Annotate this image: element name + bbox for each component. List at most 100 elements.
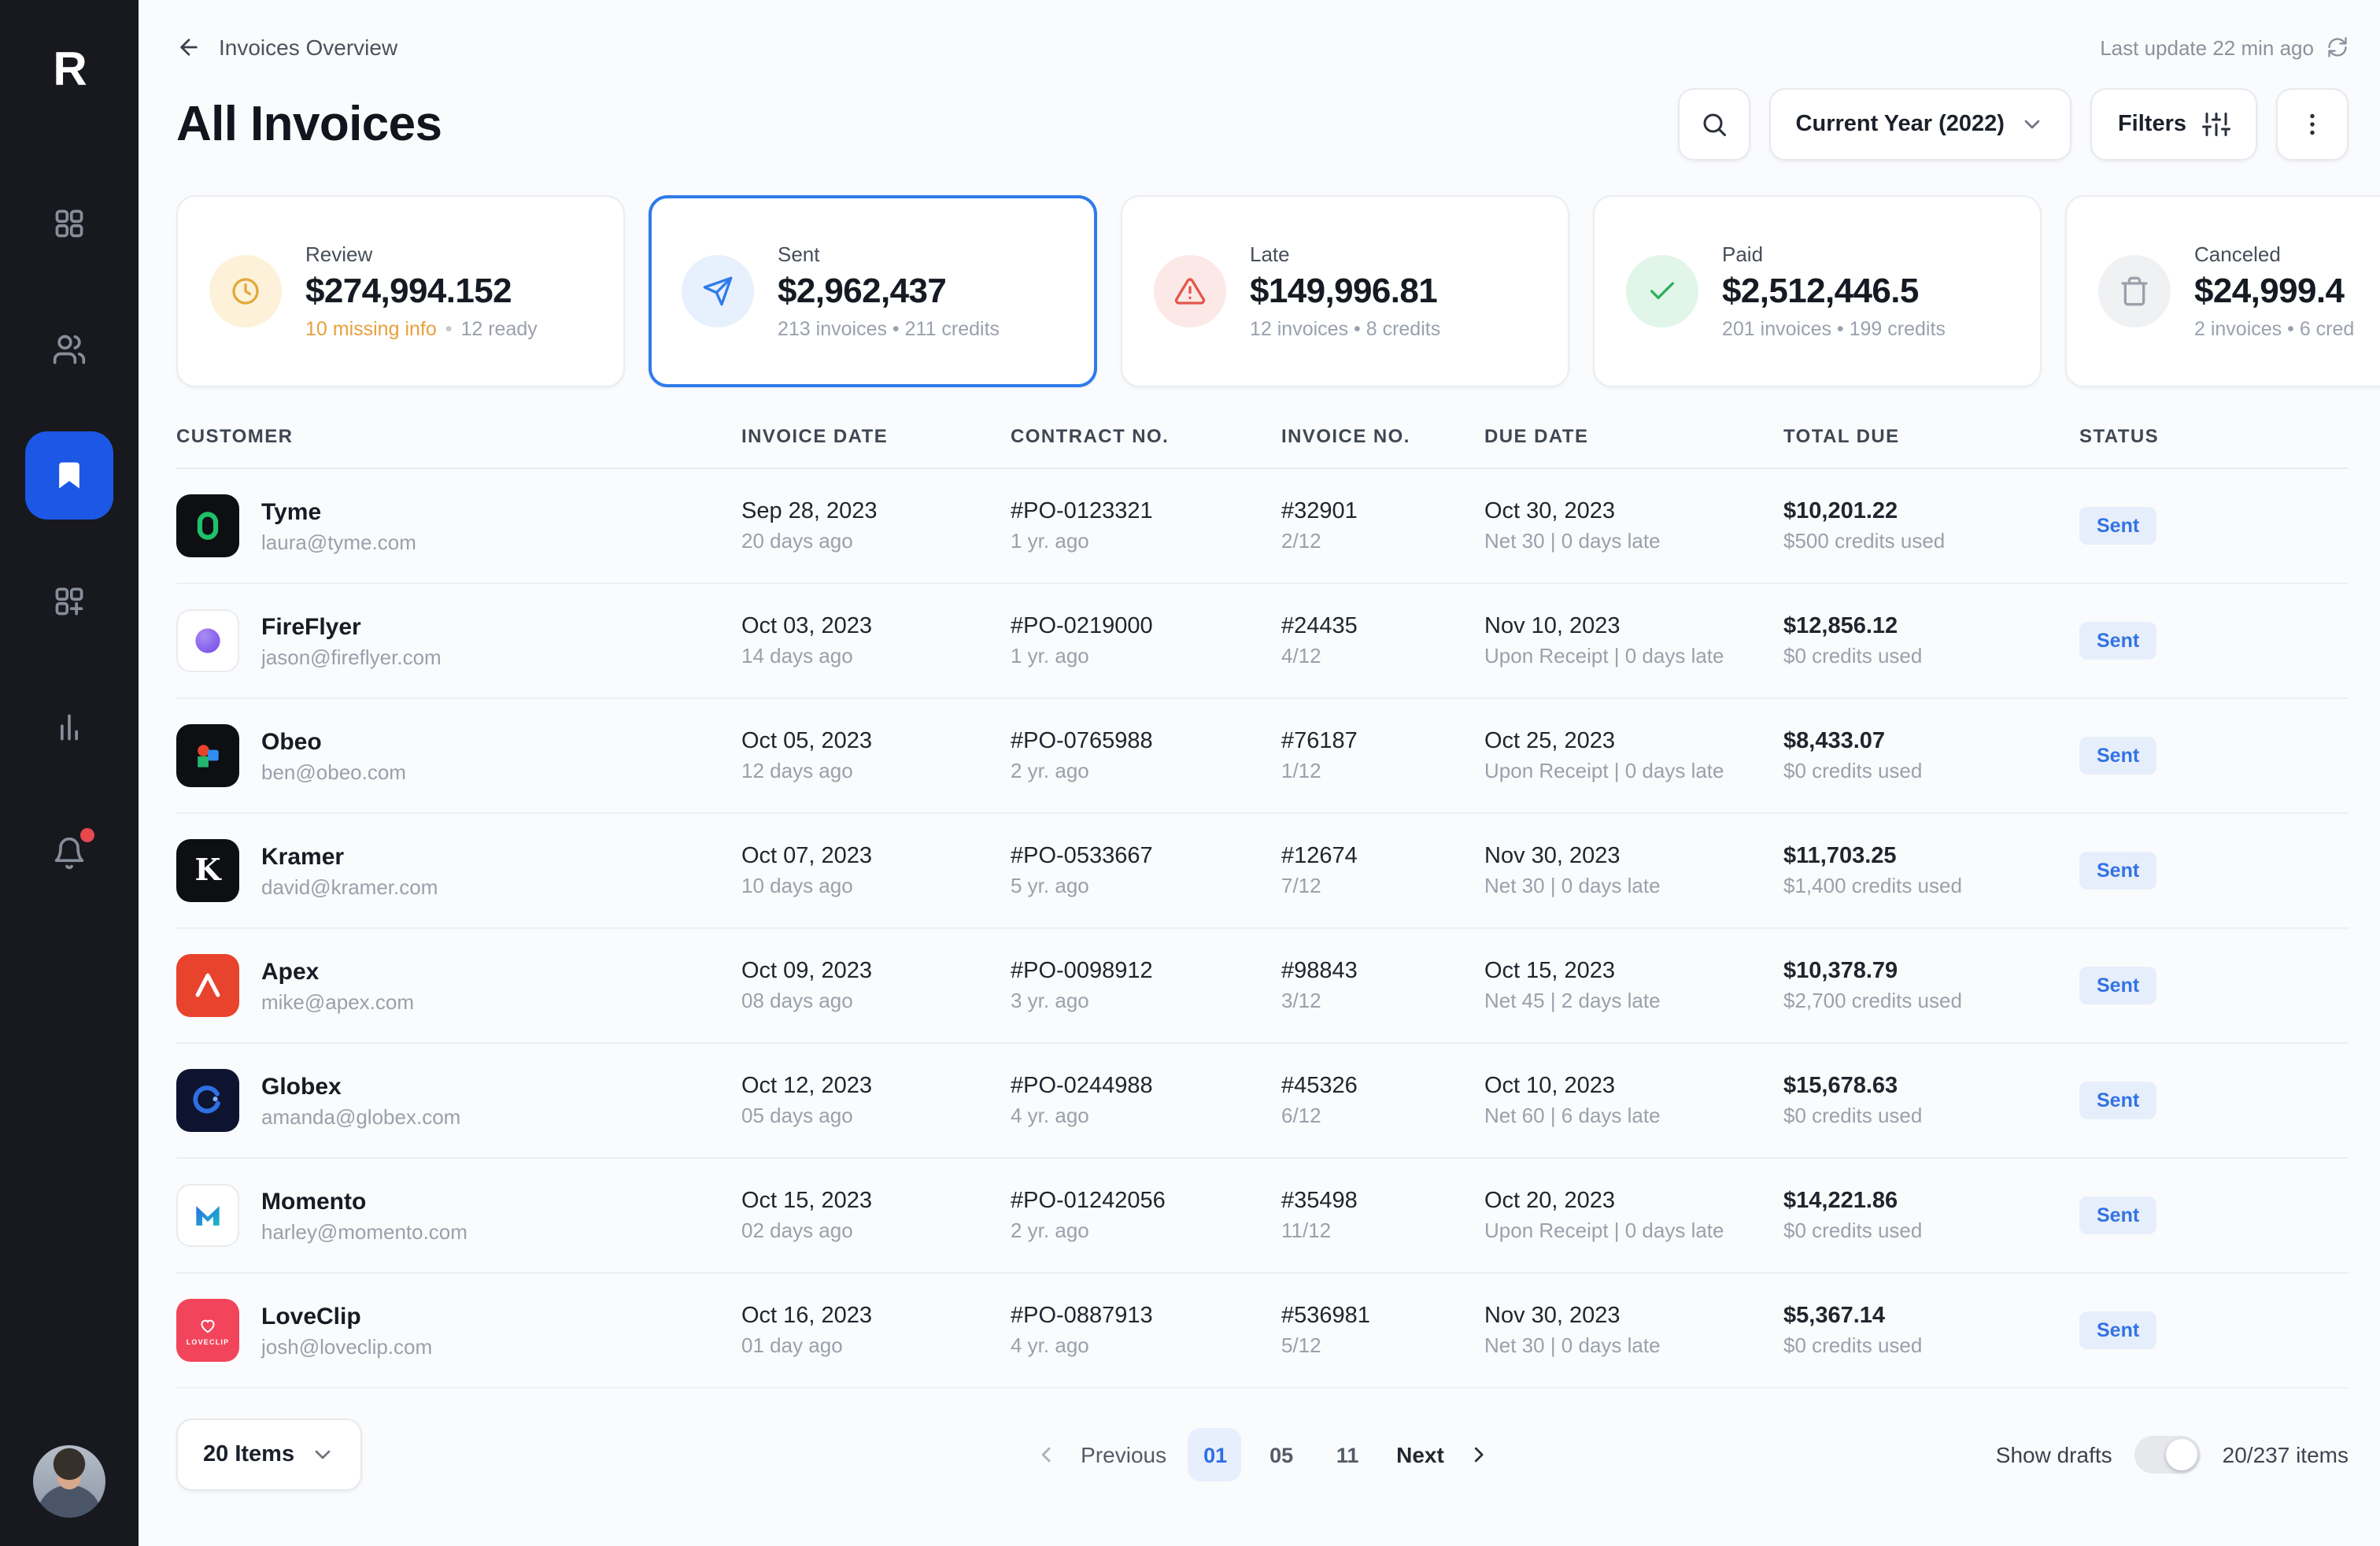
- topbar: Invoices Overview Last update 22 min ago: [176, 0, 2349, 60]
- contract-no: #PO-0533667: [1011, 844, 1153, 869]
- sidebar: R: [0, 0, 139, 1546]
- column-header[interactable]: CUSTOMER: [176, 425, 294, 447]
- page-number-button[interactable]: 05: [1255, 1428, 1308, 1481]
- show-drafts-label: Show drafts: [1995, 1442, 2112, 1467]
- column-header[interactable]: INVOICE DATE: [741, 425, 889, 447]
- trash-icon: [2098, 255, 2171, 327]
- sidebar-item-invoices[interactable]: [25, 431, 113, 520]
- sidebar-item-apps[interactable]: [25, 179, 113, 268]
- previous-page-button[interactable]: Previous: [1081, 1442, 1167, 1467]
- table-row[interactable]: Momento harley@momento.com Oct 15, 2023 …: [176, 1159, 2349, 1274]
- footer-right: Show drafts 20/237 items: [1996, 1436, 2349, 1474]
- column-header[interactable]: DUE DATE: [1484, 425, 1589, 447]
- breadcrumb[interactable]: Invoices Overview: [176, 35, 397, 60]
- header-controls: Current Year (2022) Filters: [1677, 88, 2349, 161]
- sidebar-item-widgets[interactable]: [25, 557, 113, 645]
- invoice-no-progress: 5/12: [1281, 1333, 1321, 1357]
- card-subtext-rest: 12 invoices • 8 credits: [1250, 318, 1441, 340]
- items-count: 20/237 items: [2222, 1442, 2349, 1467]
- summary-card[interactable]: Paid $2,512,446.5 201 invoices • 199 cre…: [1593, 195, 2042, 387]
- search-button[interactable]: [1677, 88, 1750, 161]
- due-terms: Upon Receipt | 0 days late: [1484, 1219, 1724, 1242]
- sidebar-item-reports[interactable]: [25, 683, 113, 771]
- chevron-right-icon[interactable]: [1466, 1442, 1491, 1467]
- credits-used: $0 credits used: [1783, 1219, 1923, 1242]
- sidebar-item-notifications[interactable]: [25, 809, 113, 897]
- invoice-no-cell: #12674 7/12: [1281, 844, 1484, 897]
- column-header[interactable]: STATUS: [2079, 425, 2160, 447]
- card-subtext: 10 missing info • 12 ready: [305, 318, 538, 340]
- card-amount: $24,999.4: [2194, 271, 2345, 310]
- invoice-date-ago: 02 days ago: [741, 1219, 853, 1242]
- card-subtext-rest: 213 invoices • 211 credits: [778, 318, 1000, 340]
- customer-email: jason@fireflyer.com: [261, 645, 442, 668]
- invoice-no-progress: 4/12: [1281, 644, 1321, 668]
- invoice-no-progress: 1/12: [1281, 759, 1321, 782]
- search-icon: [1700, 110, 1728, 139]
- more-menu-button[interactable]: [2276, 88, 2349, 161]
- contract-no: #PO-0098912: [1011, 959, 1153, 984]
- table-row[interactable]: Globex amanda@globex.com Oct 12, 2023 05…: [176, 1044, 2349, 1159]
- invoice-date-ago: 20 days ago: [741, 529, 853, 553]
- summary-card[interactable]: Late $149,996.81 12 invoices • 8 credits: [1121, 195, 1569, 387]
- invoice-date-ago: 05 days ago: [741, 1104, 853, 1127]
- invoice-no-progress: 6/12: [1281, 1104, 1321, 1127]
- status-badge: Sent: [2079, 852, 2157, 890]
- column-header[interactable]: CONTRACT NO.: [1011, 425, 1170, 447]
- contract-no-cell: #PO-0123321 1 yr. ago: [1011, 499, 1281, 553]
- invoice-date: Oct 16, 2023: [741, 1304, 873, 1329]
- card-subtext: 201 invoices • 199 credits: [1722, 318, 1946, 340]
- summary-card[interactable]: Canceled $24,999.4 2 invoices • 6 cred: [2065, 195, 2380, 387]
- invoice-date: Sep 28, 2023: [741, 499, 878, 524]
- contract-no: #PO-0887913: [1011, 1304, 1153, 1329]
- due-date: Oct 15, 2023: [1484, 959, 1616, 984]
- next-page-button[interactable]: Next: [1396, 1442, 1444, 1467]
- refresh-icon[interactable]: [2326, 36, 2349, 58]
- invoice-no: #32901: [1281, 499, 1358, 524]
- customer-email: david@kramer.com: [261, 875, 438, 898]
- filters-button[interactable]: Filters: [2090, 88, 2257, 161]
- customer-cell: Momento harley@momento.com: [176, 1184, 741, 1247]
- summary-card-body: Review $274,994.152 10 missing info • 12…: [305, 242, 538, 340]
- invoice-no-progress: 2/12: [1281, 529, 1321, 553]
- invoice-no-cell: #32901 2/12: [1281, 499, 1484, 553]
- customer-cell: Obeo ben@obeo.com: [176, 724, 741, 787]
- page-number-button[interactable]: 11: [1321, 1428, 1374, 1481]
- status-cell: Sent: [2079, 852, 2349, 890]
- table-row[interactable]: K Kramer david@kramer.com Oct 07, 2023 1…: [176, 814, 2349, 929]
- summary-card[interactable]: Review $274,994.152 10 missing info • 12…: [176, 195, 625, 387]
- column-header[interactable]: INVOICE NO.: [1281, 425, 1410, 447]
- column-header[interactable]: TOTAL DUE: [1783, 425, 1900, 447]
- due-terms: Net 30 | 0 days late: [1484, 1333, 1661, 1357]
- app-logo[interactable]: R: [53, 44, 87, 96]
- kebab-icon: [2298, 110, 2326, 139]
- table-row[interactable]: FireFlyer jason@fireflyer.com Oct 03, 20…: [176, 584, 2349, 699]
- show-drafts-toggle[interactable]: [2134, 1436, 2201, 1474]
- due-date-cell: Nov 10, 2023 Upon Receipt | 0 days late: [1484, 614, 1783, 668]
- total-due: $5,367.14: [1783, 1304, 1886, 1329]
- credits-used: $0 credits used: [1783, 1104, 1923, 1127]
- title-row: All Invoices Current Year (2022) Filters: [176, 88, 2349, 161]
- back-arrow-icon[interactable]: [176, 35, 201, 60]
- chevron-down-icon: [310, 1442, 335, 1467]
- user-avatar[interactable]: [33, 1445, 105, 1518]
- summary-card[interactable]: Sent $2,962,437 213 invoices • 211 credi…: [649, 195, 1097, 387]
- customer-name: Tyme: [261, 498, 322, 525]
- due-terms: Upon Receipt | 0 days late: [1484, 644, 1724, 668]
- table-row[interactable]: Apex mike@apex.com Oct 09, 2023 08 days …: [176, 929, 2349, 1044]
- card-amount: $2,962,437: [778, 271, 947, 310]
- card-amount: $149,996.81: [1250, 271, 1438, 310]
- year-filter-value: Current Year (2022): [1795, 112, 2005, 137]
- table-row[interactable]: Tyme laura@tyme.com Sep 28, 2023 20 days…: [176, 469, 2349, 584]
- items-per-page-dropdown[interactable]: 20 Items: [176, 1418, 363, 1491]
- invoice-no-cell: #24435 4/12: [1281, 614, 1484, 668]
- chevron-left-icon[interactable]: [1033, 1442, 1059, 1467]
- summary-card-body: Canceled $24,999.4 2 invoices • 6 cred: [2194, 242, 2354, 340]
- sidebar-item-customers[interactable]: [25, 305, 113, 394]
- bell-icon: [52, 836, 87, 871]
- table-row[interactable]: LOVECLIP LoveClip josh@loveclip.com Oct …: [176, 1274, 2349, 1389]
- year-filter-dropdown[interactable]: Current Year (2022): [1768, 88, 2072, 161]
- main-content: Invoices Overview Last update 22 min ago…: [139, 0, 2380, 1546]
- page-number-button[interactable]: 01: [1188, 1428, 1243, 1481]
- table-row[interactable]: Obeo ben@obeo.com Oct 05, 2023 12 days a…: [176, 699, 2349, 814]
